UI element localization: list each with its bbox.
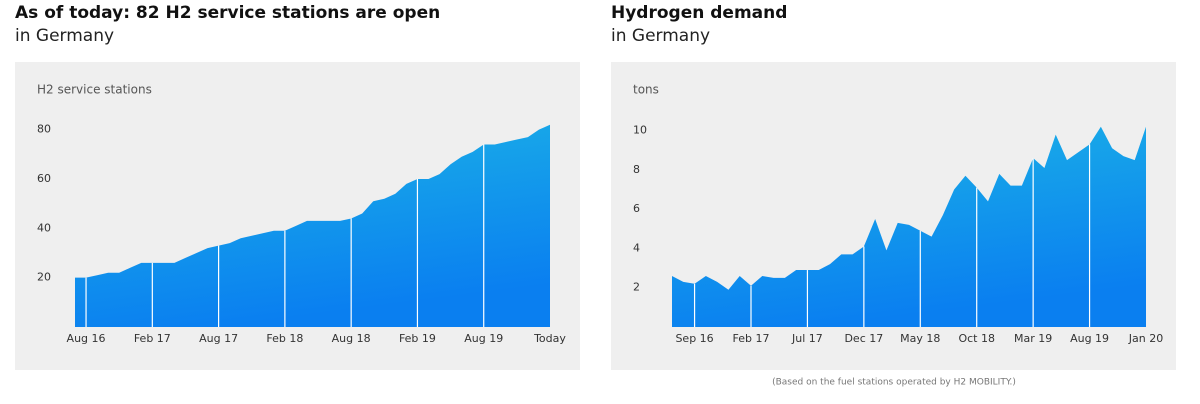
x-tick-label: Sep 16 [675, 332, 713, 345]
x-tick-label: Feb 17 [733, 332, 770, 345]
x-tick-label: Jul 17 [791, 332, 823, 345]
x-tick-label: Aug 17 [199, 332, 238, 345]
x-tick-label: Aug 19 [464, 332, 503, 345]
chart-subtitle: in Germany [611, 26, 710, 46]
x-tick-label: Aug 18 [332, 332, 371, 345]
x-tick-label: Oct 18 [958, 332, 995, 345]
y-axis-label: H2 service stations [37, 83, 152, 97]
area [672, 126, 1146, 327]
x-tick-label: Feb 18 [266, 332, 303, 345]
x-tick-label: Dec 17 [844, 332, 883, 345]
x-tick-label: May 18 [900, 332, 940, 345]
y-tick-label: 40 [37, 221, 51, 234]
y-tick-label: 80 [37, 123, 51, 136]
chart-subtitle: in Germany [15, 26, 114, 46]
y-axis-label: tons [633, 83, 659, 97]
x-tick-label: Feb 19 [399, 332, 436, 345]
y-tick-label: 20 [37, 271, 51, 284]
y-tick-label: 6 [633, 202, 640, 215]
y-tick-label: 8 [633, 163, 640, 176]
x-tick-label: Jan 20 [1128, 332, 1163, 345]
x-tick-label: Aug 16 [67, 332, 106, 345]
chart-title: Hydrogen demand [611, 3, 787, 23]
area [75, 124, 550, 327]
chart-title: As of today: 82 H2 service stations are … [15, 3, 440, 23]
y-tick-label: 2 [633, 281, 640, 294]
x-tick-label: Feb 17 [134, 332, 171, 345]
y-tick-label: 4 [633, 241, 640, 254]
footnote: (Based on the fuel stations operated by … [772, 378, 1016, 388]
x-tick-label: Today [533, 332, 566, 345]
y-tick-label: 60 [37, 172, 51, 185]
y-tick-label: 10 [633, 124, 647, 137]
x-tick-label: Mar 19 [1014, 332, 1052, 345]
x-tick-label: Aug 19 [1070, 332, 1109, 345]
